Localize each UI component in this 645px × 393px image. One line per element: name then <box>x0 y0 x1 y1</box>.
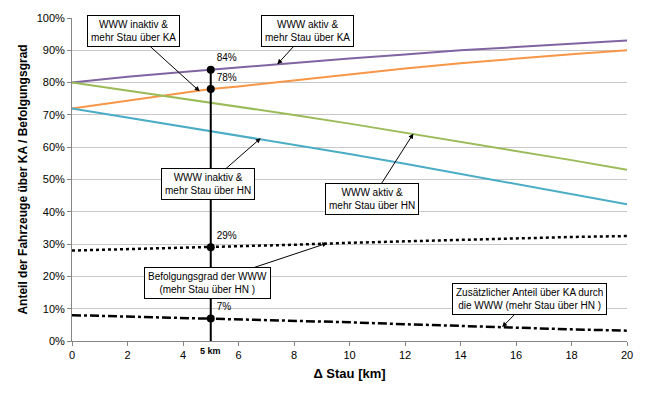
svg-text:30%: 30% <box>43 238 65 250</box>
svg-text:20: 20 <box>621 349 633 361</box>
svg-text:Δ Stau [km]: Δ Stau [km] <box>313 366 385 381</box>
svg-text:0: 0 <box>69 349 75 361</box>
svg-text:16: 16 <box>510 349 522 361</box>
svg-text:Anteil der Fahrzeuge über KA /: Anteil der Fahrzeuge über KA / Befolgung… <box>16 44 30 314</box>
svg-text:40%: 40% <box>43 206 65 218</box>
svg-text:80%: 80% <box>43 76 65 88</box>
svg-text:90%: 90% <box>43 44 65 56</box>
svg-text:100%: 100% <box>37 12 65 24</box>
svg-text:70%: 70% <box>43 109 65 121</box>
svg-text:50%: 50% <box>43 173 65 185</box>
svg-text:18: 18 <box>565 349 577 361</box>
svg-text:29%: 29% <box>217 230 237 241</box>
svg-text:Befolgungsgrad der WWW(mehr St: Befolgungsgrad der WWW(mehr Stau über HN… <box>148 271 267 295</box>
svg-text:WWW aktiv &mehr Stau über HN: WWW aktiv &mehr Stau über HN <box>329 187 415 211</box>
svg-text:WWW inaktiv &mehr Stau über KA: WWW inaktiv &mehr Stau über KA <box>91 19 176 43</box>
svg-text:10: 10 <box>343 349 355 361</box>
svg-text:78%: 78% <box>217 72 237 83</box>
svg-text:20%: 20% <box>43 270 65 282</box>
svg-text:0%: 0% <box>49 335 65 347</box>
svg-text:84%: 84% <box>217 52 237 63</box>
svg-text:WWW aktiv &mehr Stau über KA: WWW aktiv &mehr Stau über KA <box>265 19 350 43</box>
svg-text:4: 4 <box>180 349 186 361</box>
svg-text:6: 6 <box>235 349 241 361</box>
svg-text:WWW inaktiv &mehr Stau über HN: WWW inaktiv &mehr Stau über HN <box>165 172 251 196</box>
svg-text:5 km: 5 km <box>200 346 221 356</box>
svg-text:14: 14 <box>454 349 466 361</box>
svg-text:12: 12 <box>399 349 411 361</box>
svg-text:7%: 7% <box>217 301 232 312</box>
svg-text:2: 2 <box>124 349 130 361</box>
svg-text:Zusätzlicher Anteil über KA du: Zusätzlicher Anteil über KA durchdie WWW… <box>456 287 603 311</box>
svg-text:10%: 10% <box>43 303 65 315</box>
svg-text:8: 8 <box>291 349 297 361</box>
svg-text:60%: 60% <box>43 141 65 153</box>
